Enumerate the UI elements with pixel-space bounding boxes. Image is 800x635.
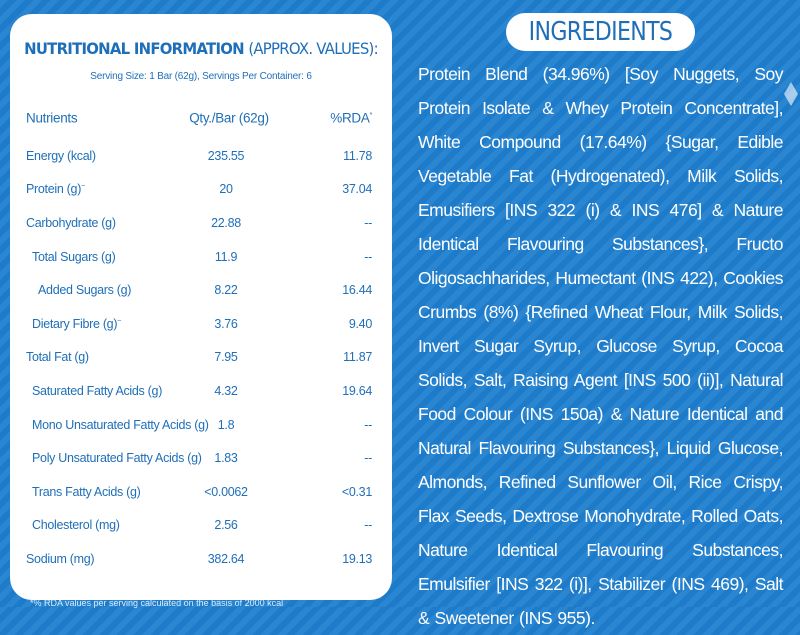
table-row: Trans Fatty Acids (g) <0.0062 <0.31	[26, 475, 372, 509]
nutrient-qty: 1.8	[217, 417, 235, 432]
nutrient-label: Added Sugars (g)	[38, 283, 132, 298]
serving-info: Serving Size: 1 Bar (62g), Servings Per …	[90, 71, 312, 82]
nutrient-label: Poly Unsaturated Fatty Acids (g)	[32, 451, 202, 466]
nutrient-qty: 4.32	[214, 383, 238, 398]
table-row: Carbohydrate (g) 22.88 --	[26, 206, 372, 240]
nutrient-qty: 20	[219, 182, 233, 197]
nutrient-rda: 37.04	[342, 182, 372, 197]
nutrient-qty: 8.22	[214, 283, 238, 298]
table-row: Total Fat (g) 7.95 11.87	[26, 341, 372, 375]
table-row: Saturated Fatty Acids (g) 4.32 19.64	[26, 374, 372, 408]
ingredients-text: Protein Blend (34.96%) [Soy Nuggets, Soy…	[418, 64, 784, 628]
nutrient-mark: ~	[81, 183, 85, 191]
nutrient-label: Carbohydrate (g)	[26, 215, 116, 230]
nutrient-label: Protein (g)	[26, 182, 82, 197]
table-row: Total Sugars (g) 11.9 --	[26, 240, 372, 274]
nutrient-name: Added Sugars (g)	[38, 283, 131, 297]
nutrient-name: Trans Fatty Acids (g)	[32, 485, 141, 499]
nutrient-mark: ~	[117, 317, 121, 325]
nutrient-rda: --	[364, 451, 372, 466]
nutrient-rda: --	[364, 518, 372, 533]
nutrient-name: Total Sugars (g)	[32, 249, 116, 264]
nutrition-title-light: (APPROX. VALUES):	[248, 39, 378, 58]
nutrition-panel: NUTRITIONAL INFORMATION (APPROX. VALUES)…	[10, 14, 392, 600]
nutrient-name: Energy (kcal)	[26, 149, 96, 163]
table-row: Energy (kcal) 235.55 11.78	[26, 139, 372, 173]
nutrient-name: Cholesterol (mg)	[32, 518, 120, 532]
nutrient-qty: 2.56	[214, 518, 238, 533]
table-body: Energy (kcal) 235.55 11.78 Protein (g)~ 20 37…	[26, 139, 372, 576]
nutrient-name: Total Fat (g)	[26, 350, 89, 364]
nutrient-name: Carbohydrate (g)	[26, 216, 116, 230]
table-row: Dietary Fibre (g)~ 3.76 9.40	[26, 307, 372, 341]
nutrient-label: Cholesterol (mg)	[32, 518, 120, 533]
nutrition-title-bold: NUTRITIONAL INFORMATION	[24, 39, 245, 58]
nutrient-rda: 9.40	[348, 316, 372, 331]
nutrient-name: Dietary Fibre (g)~	[32, 317, 121, 331]
nutrient-label: Saturated Fatty Acids (g)	[32, 383, 163, 398]
nutrient-rda: 19.13	[342, 551, 372, 566]
nutrient-rda: 16.44	[342, 283, 372, 298]
nutrient-rda: <0.31	[341, 484, 372, 499]
nutrient-qty: 235.55	[207, 148, 245, 163]
nutrient-qty: <0.0062	[204, 484, 248, 499]
nutrient-label: Total Sugars (g)	[32, 249, 116, 264]
footnote: *% RDA values per serving calculated on …	[30, 598, 284, 608]
header-rda-mark: *	[369, 112, 373, 119]
nutrient-qty: 22.88	[211, 215, 241, 230]
nutrient-qty: 7.95	[214, 350, 238, 365]
nutrient-label: Trans Fatty Acids (g)	[32, 484, 141, 499]
nutrient-name: Sodium (mg)	[26, 551, 95, 566]
table-row: Cholesterol (mg) 2.56 --	[26, 509, 372, 543]
table-row: Poly Unsaturated Fatty Acids (g) 1.83 --	[26, 441, 372, 475]
nutrient-label: Dietary Fibre (g)	[32, 316, 118, 331]
nutrient-label: Mono Unsaturated Fatty Acids (g)	[32, 417, 209, 432]
nutrient-rda: --	[364, 417, 372, 432]
nutrient-label: Energy (kcal)	[26, 148, 96, 163]
nutrient-rda: --	[364, 215, 372, 230]
table-row: Sodium (mg) 382.64 19.13	[26, 542, 372, 576]
nutrient-rda: 11.78	[343, 148, 372, 163]
nutrient-name: Mono Unsaturated Fatty Acids (g)	[32, 418, 209, 432]
header-nutrients: Nutrients	[26, 110, 78, 126]
table-row: Added Sugars (g) 8.22 16.44	[26, 273, 372, 307]
nutrient-qty: 3.76	[214, 316, 238, 331]
nutrient-rda: 11.87	[343, 350, 372, 365]
sparkle-decoration	[784, 82, 798, 106]
nutrient-name: Saturated Fatty Acids (g)	[32, 384, 162, 398]
nutrient-qty: 382.64	[207, 551, 245, 566]
nutrient-name: Poly Unsaturated Fatty Acids (g)	[32, 451, 202, 465]
table-row: Protein (g)~ 20 37.04	[26, 173, 372, 207]
nutrient-rda: --	[364, 249, 372, 264]
nutrient-rda: 19.64	[342, 383, 372, 398]
nutrient-name: Protein (g)~	[26, 182, 85, 196]
nutrition-title: NUTRITIONAL INFORMATION (APPROX. VALUES)…	[23, 39, 379, 58]
nutrient-qty: 11.9	[214, 249, 238, 264]
table-header: Nutrients Qty./Bar (62g) %RDA*	[26, 103, 372, 133]
nutrient-label: Total Fat (g)	[26, 350, 89, 365]
ingredients-title-badge: INGREDIENTS	[506, 13, 695, 51]
ingredients-title: INGREDIENTS	[528, 17, 673, 47]
nutrition-table: Nutrients Qty./Bar (62g) %RDA* Energy (k…	[26, 103, 372, 576]
header-rda-label: %RDA	[330, 110, 370, 126]
header-rda: %RDA*	[312, 111, 372, 126]
nutrient-label: Sodium (mg)	[26, 551, 95, 566]
table-row: Mono Unsaturated Fatty Acids (g) 1.8 --	[26, 408, 372, 442]
nutrient-qty: 1.83	[214, 451, 238, 466]
header-qty: Qty./Bar (62g)	[189, 110, 269, 126]
